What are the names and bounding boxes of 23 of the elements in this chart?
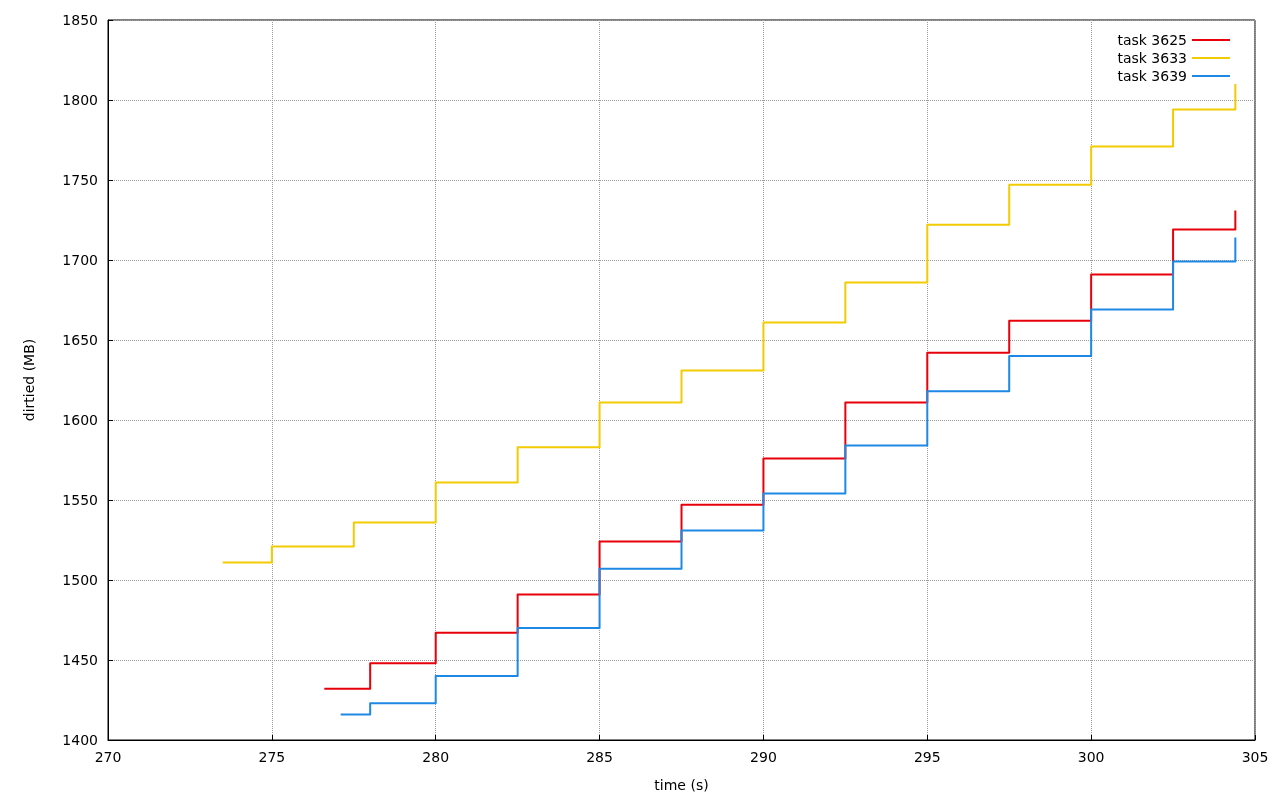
x-tick-label: 275 [258, 749, 286, 765]
y-tick-label: 1650 [62, 332, 98, 348]
x-tick-label: 290 [750, 749, 777, 765]
x-tick-label: 280 [422, 749, 450, 765]
y-tick-label: 1700 [62, 252, 98, 268]
y-tick-label: 1750 [62, 172, 98, 188]
y-axis-title: dirtied (MB) [21, 338, 37, 422]
y-tick-label: 1850 [62, 12, 98, 28]
x-axis-title: time (s) [654, 777, 709, 793]
x-tick-label: 285 [586, 749, 613, 765]
y-tick-label: 1600 [62, 412, 98, 428]
legend-label: task 3639 [1117, 68, 1187, 84]
legend-label: task 3625 [1117, 32, 1187, 48]
x-tick-label: 300 [1077, 749, 1105, 765]
y-tick-label: 1400 [62, 732, 98, 748]
x-tick-label: 270 [94, 749, 122, 765]
y-tick-label: 1550 [62, 492, 98, 508]
legend-label: task 3633 [1117, 50, 1187, 66]
y-tick-label: 1800 [62, 92, 98, 108]
x-tick-label: 305 [1241, 749, 1269, 765]
x-tick-label: 295 [913, 749, 941, 765]
y-tick-label: 1500 [62, 572, 98, 588]
y-tick-label: 1450 [62, 652, 98, 668]
